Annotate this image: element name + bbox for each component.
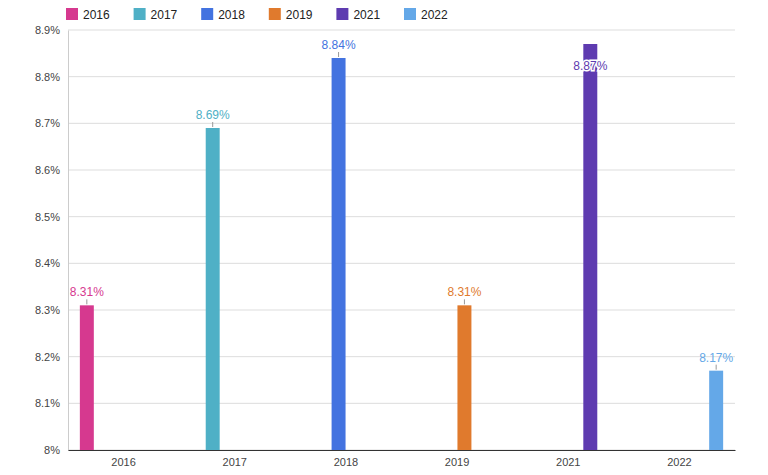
- y-tick-label: 8.5%: [35, 211, 60, 223]
- legend-label: 2018: [218, 8, 245, 22]
- grid-line: [68, 310, 735, 311]
- legend: 2016 2017 2018 2019 2021 2022: [66, 8, 448, 22]
- grid-line: [68, 123, 735, 124]
- legend-label: 2019: [286, 8, 313, 22]
- x-tick: 2019: [445, 450, 469, 468]
- data-label: 8.17%: [699, 351, 733, 365]
- label-leader: [212, 122, 213, 127]
- legend-label: 2021: [353, 8, 380, 22]
- y-tick-label: 8.6%: [35, 164, 60, 176]
- data-labels: 8.31% 8.69% 8.84% 8.31% 8.87% 8.17%: [70, 38, 734, 370]
- grid: [68, 30, 735, 450]
- x-tick: 2021: [556, 450, 580, 468]
- grid-line: [68, 30, 735, 31]
- y-tick: 8.7%: [35, 117, 68, 129]
- y-tick-label: 8.8%: [35, 71, 60, 83]
- y-tick: 8.3%: [35, 304, 68, 316]
- y-tick-label: 8.3%: [35, 304, 60, 316]
- bar: [583, 44, 597, 450]
- legend-item: 2021: [336, 8, 380, 22]
- x-tick-label: 2017: [223, 456, 247, 468]
- y-tick-label: 8.2%: [35, 351, 60, 363]
- x-tick-label: 2018: [334, 456, 358, 468]
- legend-label: 2022: [421, 8, 448, 22]
- x-tick-label: 2019: [445, 456, 469, 468]
- y-tick: 8.6%: [35, 164, 68, 176]
- chart: 8% 8.1% 8.2% 8.3% 8.4% 8.5% 8.6% 8.7% 8.8% 8.9% 8.…: [0, 0, 768, 475]
- y-tick: 8.8%: [35, 71, 68, 83]
- grid-line: [68, 263, 735, 264]
- grid-line: [68, 216, 735, 217]
- grid-line: [68, 450, 735, 451]
- y-tick: 8.1%: [35, 397, 68, 409]
- y-tick-label: 8.7%: [35, 117, 60, 129]
- legend-swatch: [336, 8, 348, 20]
- bar: [709, 371, 723, 450]
- x-tick: 2016: [111, 450, 135, 468]
- label-leader: [464, 299, 465, 304]
- y-tick: 8.2%: [35, 351, 68, 363]
- grid-line: [68, 356, 735, 357]
- y-tick: 8.4%: [35, 257, 68, 269]
- label-leader: [338, 52, 339, 57]
- y-axis: 8% 8.1% 8.2% 8.3% 8.4% 8.5% 8.6% 8.7% 8.8% 8.9%: [35, 24, 69, 456]
- plot-area: 8% 8.1% 8.2% 8.3% 8.4% 8.5% 8.6% 8.7% 8.8% 8.9% 8.…: [35, 24, 736, 468]
- legend-item: 2016: [66, 8, 110, 22]
- x-tick: 2018: [334, 450, 358, 468]
- legend-swatch: [269, 8, 281, 20]
- legend-swatch: [404, 8, 416, 20]
- data-label: 8.87%: [573, 59, 607, 73]
- bar: [80, 305, 94, 450]
- legend-label: 2017: [151, 8, 178, 22]
- legend-swatch: [201, 8, 213, 20]
- legend-swatch: [134, 8, 146, 20]
- x-tick-label: 2022: [667, 456, 691, 468]
- data-label: 8.69%: [196, 108, 230, 122]
- x-tick-label: 2016: [111, 456, 135, 468]
- x-axis-line: [69, 450, 736, 451]
- y-tick-label: 8%: [44, 444, 60, 456]
- legend-item: 2017: [134, 8, 178, 22]
- bar: [332, 58, 346, 450]
- x-axis: 2016 2017 2018 2019 2021 2022: [69, 450, 736, 468]
- bar: [457, 305, 471, 450]
- legend-item: 2019: [269, 8, 313, 22]
- y-axis-line: [68, 31, 69, 451]
- legend-item: 2018: [201, 8, 245, 22]
- legend-swatch: [66, 8, 78, 20]
- data-label: 8.31%: [70, 285, 104, 299]
- x-tick: 2022: [667, 450, 691, 468]
- y-tick-label: 8.4%: [35, 257, 60, 269]
- grid-line: [68, 403, 735, 404]
- label-leader: [86, 299, 87, 304]
- y-tick: 8%: [44, 444, 68, 456]
- x-tick-label: 2021: [556, 456, 580, 468]
- y-tick: 8.9%: [35, 24, 68, 36]
- legend-label: 2016: [83, 8, 110, 22]
- y-tick: 8.5%: [35, 211, 68, 223]
- bars: [80, 44, 723, 450]
- data-label: 8.31%: [447, 285, 481, 299]
- x-tick: 2017: [223, 450, 247, 468]
- label-leader: [716, 365, 717, 370]
- legend-item: 2022: [404, 8, 448, 22]
- grid-line: [68, 170, 735, 171]
- grid-line: [68, 76, 735, 77]
- y-tick-label: 8.1%: [35, 397, 60, 409]
- y-tick-label: 8.9%: [35, 24, 60, 36]
- bar: [206, 128, 220, 450]
- data-label: 8.84%: [322, 38, 356, 52]
